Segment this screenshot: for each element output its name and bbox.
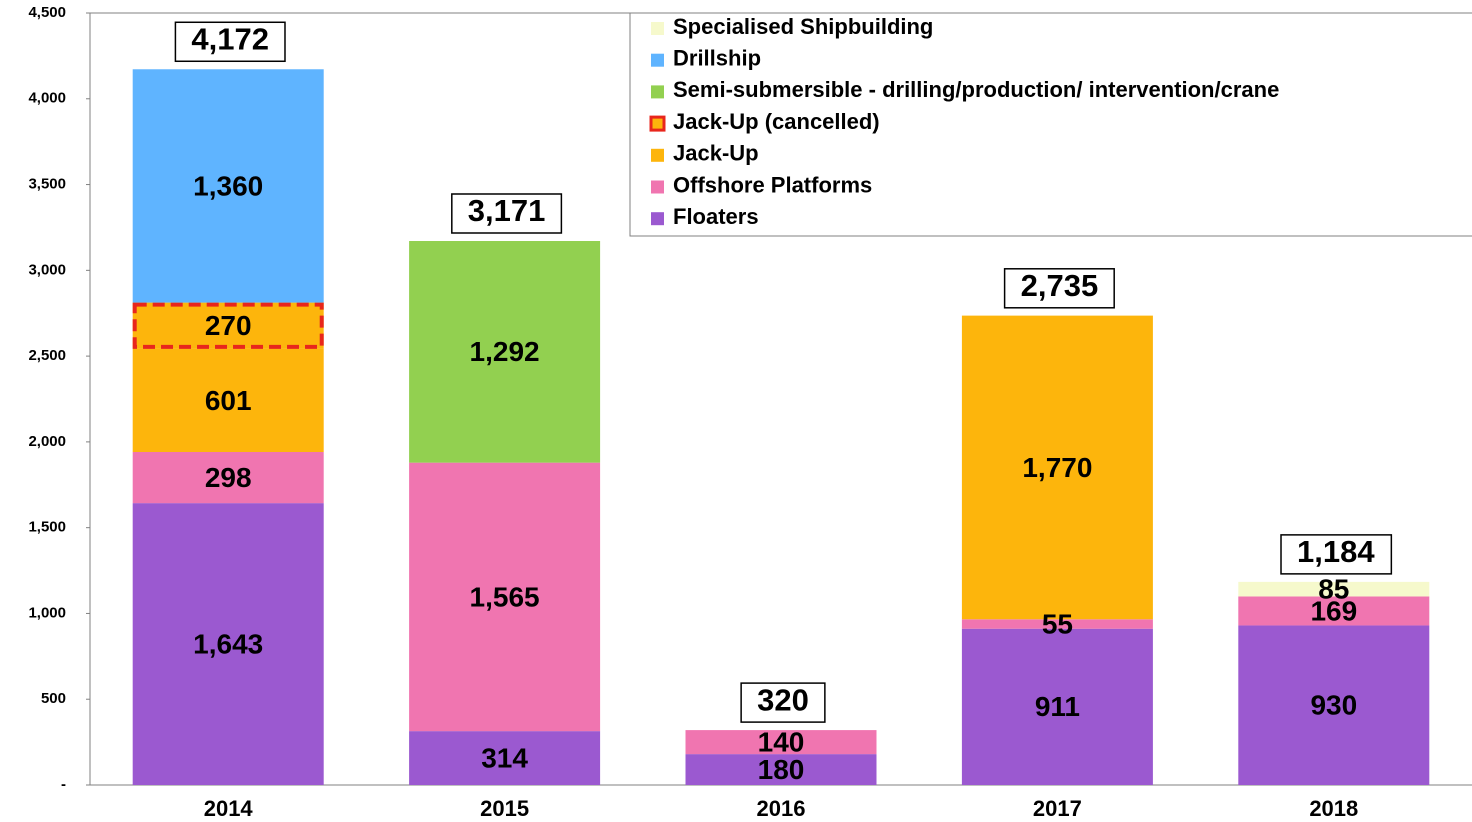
value-label: 314 — [481, 742, 528, 773]
cancelled-outline — [132, 302, 324, 349]
value-label: 140 — [758, 727, 805, 758]
bar-segment — [132, 452, 324, 504]
value-label: 1,643 — [193, 628, 263, 659]
bar-segment — [1238, 625, 1430, 785]
total-box — [740, 682, 826, 723]
bar-segment — [961, 315, 1153, 620]
value-label: 298 — [205, 462, 252, 493]
total-label: 4,172 — [191, 21, 269, 56]
bar-segment — [132, 503, 324, 785]
value-label: 270 — [205, 310, 252, 341]
legend-label: Drillship — [673, 46, 761, 71]
legend-label: Floaters — [673, 204, 759, 229]
y-tick-label: 500 — [41, 690, 66, 707]
x-tick-label: 2014 — [204, 796, 254, 821]
x-tick-label: 2017 — [1033, 796, 1082, 821]
value-label: 911 — [1035, 691, 1080, 722]
bar-segment — [961, 628, 1153, 785]
y-tick-label: 4,500 — [28, 4, 66, 21]
bar-segment — [132, 348, 324, 453]
legend-marker — [651, 148, 664, 162]
legend-label: Jack-Up — [673, 141, 759, 166]
legend-label: Specialised Shipbuilding — [673, 14, 933, 39]
y-tick-label: 3,000 — [28, 261, 66, 278]
y-tick-label: - — [61, 776, 66, 793]
total-label: 1,184 — [1297, 534, 1375, 569]
bar-segment — [409, 731, 601, 785]
bar-segment — [685, 730, 877, 755]
value-label: 85 — [1318, 574, 1349, 605]
x-tick-label: 2015 — [480, 796, 529, 821]
total-box — [451, 193, 563, 234]
value-label: 55 — [1042, 608, 1073, 639]
value-label: 601 — [205, 385, 252, 416]
bar-segment — [1238, 581, 1430, 597]
legend-box — [629, 12, 1472, 237]
value-label: 1,565 — [470, 581, 540, 612]
bar-segment — [132, 302, 324, 349]
y-tick-label: 1,000 — [28, 604, 66, 621]
y-tick-label: 1,500 — [28, 519, 66, 536]
bar-segment — [409, 462, 601, 732]
legend-label: Offshore Platforms — [673, 172, 872, 197]
total-box — [174, 21, 286, 63]
value-label: 169 — [1310, 595, 1357, 626]
legend-marker — [651, 22, 664, 35]
value-label: 1,360 — [193, 170, 263, 201]
y-tick-label: 4,000 — [28, 90, 66, 107]
total-box — [1280, 534, 1393, 575]
legend-marker — [649, 115, 666, 132]
value-label: 1,292 — [470, 336, 540, 367]
x-tick-label: 2016 — [757, 796, 806, 821]
total-label: 2,735 — [1021, 268, 1099, 303]
total-label: 320 — [757, 682, 809, 717]
y-tick-label: 2,500 — [28, 347, 66, 364]
y-tick-label: 2,000 — [28, 433, 66, 450]
x-tick-label: 2018 — [1309, 796, 1358, 821]
legend-marker — [651, 85, 664, 99]
bar-segment — [961, 619, 1153, 629]
legend-label: Semi-submersible - drilling/production/ … — [673, 77, 1279, 102]
legend-marker — [651, 53, 664, 67]
value-label: 180 — [758, 754, 805, 785]
total-label: 3,171 — [468, 193, 546, 228]
legend-marker — [651, 212, 664, 226]
value-label: 930 — [1310, 690, 1357, 721]
y-tick-label: 3,500 — [28, 176, 66, 193]
bar-segment — [409, 240, 601, 463]
legend-label: Jack-Up (cancelled) — [673, 109, 880, 134]
total-box — [1003, 268, 1115, 309]
value-label: 1,770 — [1022, 452, 1092, 483]
legend-marker — [651, 180, 664, 194]
bar-segment — [685, 754, 877, 785]
bar-segment — [132, 69, 324, 303]
bar-segment — [1238, 596, 1430, 626]
